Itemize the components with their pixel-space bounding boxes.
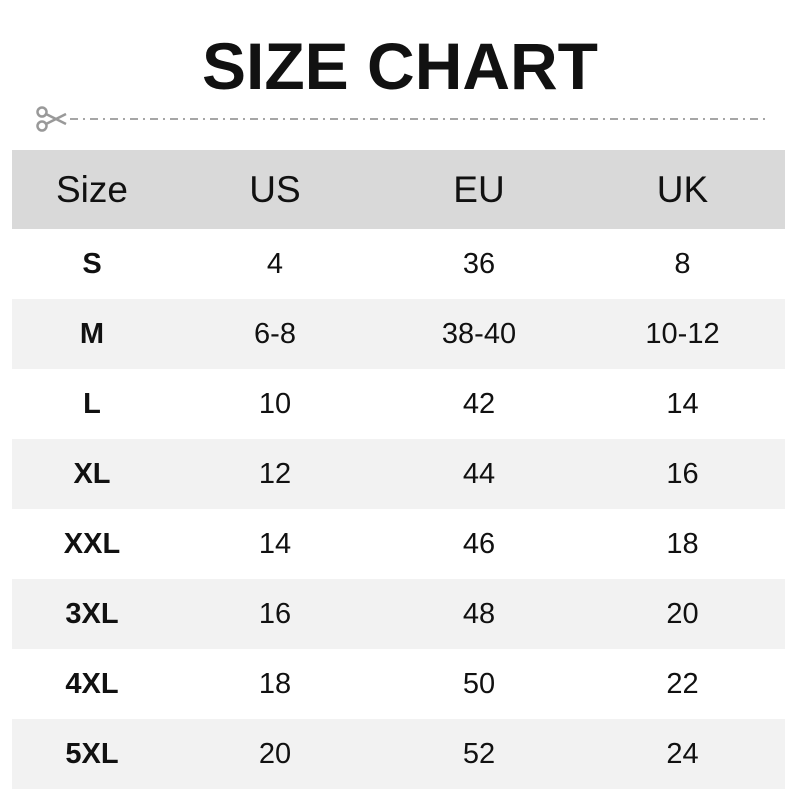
cell-us: 6-8 — [254, 317, 296, 350]
cell-uk: 22 — [666, 667, 699, 700]
scissors-icon — [36, 106, 67, 132]
cell-us: 4 — [266, 247, 284, 280]
cell-eu: 46 — [462, 527, 496, 560]
cell-eu: 38-40 — [441, 317, 517, 350]
table-row: M 6-8 38-40 10-12 — [12, 299, 785, 369]
table-row: 5XL 20 52 24 — [12, 719, 785, 789]
cell-us: 10 — [258, 387, 292, 420]
cell-size: L — [83, 387, 101, 420]
size-table: Size US EU UK S 4 36 8 M 6-8 38-40 10-12 L 10 42 14… — [12, 150, 785, 789]
cell-us: 14 — [258, 527, 292, 560]
cell-uk: 20 — [666, 597, 699, 630]
cell-eu: 44 — [462, 457, 496, 490]
cell-eu: 48 — [462, 597, 496, 630]
cut-line — [36, 106, 769, 132]
cell-size: 4XL — [65, 667, 119, 700]
table-row: 3XL 16 48 20 — [12, 579, 785, 649]
table-row: S 4 36 8 — [12, 229, 785, 299]
table-row: XL 12 44 16 — [12, 439, 785, 509]
cell-size: XL — [73, 457, 111, 490]
header-us: US — [249, 168, 301, 210]
cell-us: 18 — [258, 667, 292, 700]
cell-uk: 10-12 — [645, 317, 720, 350]
cell-uk: 8 — [674, 247, 691, 280]
cell-size: XXL — [63, 527, 121, 560]
header-eu: EU — [453, 168, 505, 210]
cell-size: M — [79, 317, 105, 350]
cell-uk: 16 — [666, 457, 699, 490]
cell-eu: 50 — [462, 667, 496, 700]
cell-eu: 42 — [462, 387, 496, 420]
cell-eu: 52 — [462, 737, 496, 770]
cell-size: 5XL — [65, 737, 119, 770]
cell-uk: 14 — [666, 387, 699, 420]
table-row: L 10 42 14 — [12, 369, 785, 439]
cell-eu: 36 — [462, 247, 496, 280]
cell-size: 3XL — [65, 597, 119, 630]
table-header: Size US EU UK — [12, 150, 785, 229]
cell-us: 12 — [258, 457, 292, 490]
header-uk: UK — [656, 168, 709, 210]
cell-us: 20 — [258, 737, 292, 770]
cell-uk: 24 — [666, 737, 699, 770]
cell-size: S — [82, 247, 102, 280]
cell-us: 16 — [258, 597, 292, 630]
cell-uk: 18 — [666, 527, 699, 560]
table-row: 4XL 18 50 22 — [12, 649, 785, 719]
page-title: SIZE CHART — [202, 29, 598, 103]
table-row: XXL 14 46 18 — [12, 509, 785, 579]
header-size: Size — [56, 168, 128, 210]
